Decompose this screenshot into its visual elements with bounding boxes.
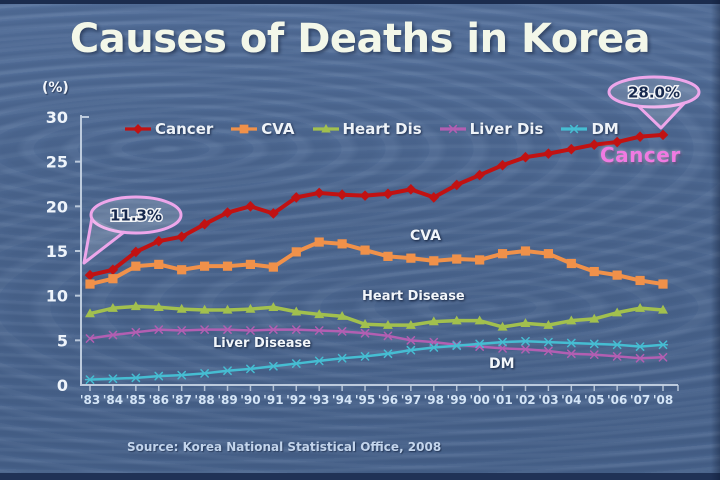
legend-label: Liver Dis — [469, 120, 544, 138]
series-annotation-heart-disease: Heart Disease — [362, 289, 465, 304]
source-note: Source: Korea National Statistical Offic… — [127, 440, 442, 454]
callout-11-3-: 11.3% — [82, 195, 183, 265]
series-annotation-cancer: Cancer — [600, 143, 681, 167]
liver-dis-legend-marker-icon — [439, 124, 466, 134]
legend-item-cancer: Cancer — [124, 120, 213, 138]
cva-legend-marker-icon — [231, 124, 258, 134]
y-axis-tick-label: 0 — [57, 376, 68, 395]
legend-item-liver-dis: Liver Dis — [439, 120, 544, 138]
x-axis-tick-label: '07 — [630, 393, 650, 407]
y-axis-unit-label: (%) — [42, 80, 69, 96]
x-axis-tick-label: '02 — [515, 393, 535, 407]
dm-legend-marker-icon — [561, 124, 588, 134]
x-axis-tick-label: '87 — [171, 393, 191, 407]
legend-item-heart-dis: Heart Dis — [312, 120, 422, 138]
legend-item-dm: DM — [560, 120, 619, 138]
y-axis-tick-label: 25 — [46, 153, 68, 172]
heart-dis-legend-marker-icon — [312, 124, 339, 133]
callout-28-0-: 28.0% — [607, 75, 701, 130]
series-annotation-dm: DM — [489, 356, 515, 372]
x-axis-tick-label: '85 — [126, 393, 146, 407]
x-axis-tick-label: '98 — [424, 393, 444, 407]
legend-label: DM — [591, 120, 619, 138]
legend-label: Cancer — [155, 120, 214, 138]
series-annotation-liver-disease: Liver Disease — [213, 336, 312, 351]
series-liver-dis — [85, 325, 668, 363]
x-axis-tick-label: '03 — [538, 393, 558, 407]
x-axis-tick-label: '97 — [401, 393, 421, 407]
x-axis-tick-label: '90 — [240, 393, 260, 407]
top-border-bar — [0, 0, 720, 4]
legend-label: CVA — [261, 120, 295, 138]
x-axis-tick-label: '00 — [469, 393, 489, 407]
x-axis-tick-label: '08 — [653, 393, 673, 407]
callout-value: 11.3% — [110, 207, 162, 225]
x-axis-tick-label: '86 — [149, 393, 169, 407]
legend-item-cva: CVA — [230, 120, 295, 138]
page-title: Causes of Deaths in Korea — [69, 16, 651, 62]
x-axis-tick-label: '93 — [309, 393, 329, 407]
x-axis-tick-label: '96 — [378, 393, 398, 407]
series-cancer — [84, 129, 669, 281]
x-axis-tick-label: '83 — [80, 393, 100, 407]
series-heart-dis — [85, 301, 668, 331]
y-axis-tick-label: 10 — [46, 287, 68, 306]
x-axis-tick-label: '04 — [561, 393, 581, 407]
x-axis-tick-label: '89 — [217, 393, 237, 407]
series-dm — [84, 336, 669, 384]
y-axis-tick-label: 20 — [46, 197, 68, 216]
bottom-border-bar — [0, 473, 720, 480]
x-axis-tick-label: '92 — [286, 393, 306, 407]
x-axis-tick-label: '94 — [332, 393, 352, 407]
x-axis-tick-label: '95 — [355, 393, 375, 407]
x-axis-tick-label: '99 — [447, 393, 467, 407]
series-annotation-cva: CVA — [410, 228, 441, 244]
legend-label: Heart Dis — [342, 120, 422, 138]
y-axis-tick-label: 15 — [46, 242, 68, 261]
cancer-legend-marker-icon — [125, 123, 151, 135]
x-axis-tick-label: '01 — [492, 393, 512, 407]
x-axis-tick-label: '88 — [194, 393, 214, 407]
x-axis-tick-label: '06 — [607, 393, 627, 407]
right-edge-shade — [711, 0, 720, 480]
x-axis-tick-label: '91 — [263, 393, 283, 407]
x-axis-tick-label: '84 — [103, 393, 123, 407]
callout-value: 28.0% — [628, 84, 680, 102]
series-cva — [85, 237, 668, 289]
chart-legend: Cancer CVA Heart Dis Liver Dis DM — [124, 119, 619, 139]
y-axis-tick-label: 5 — [57, 331, 68, 350]
x-axis-tick-label: '05 — [584, 393, 604, 407]
y-axis-tick-label: 30 — [46, 108, 68, 127]
